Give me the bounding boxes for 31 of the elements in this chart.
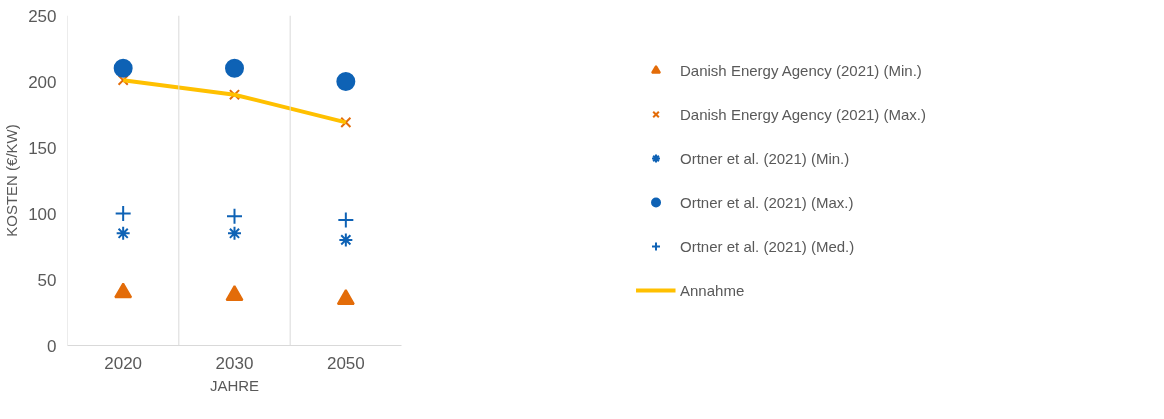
point: [225, 285, 244, 301]
point: [227, 225, 242, 241]
x-tick-label: 2030: [215, 353, 254, 373]
point: [114, 205, 132, 222]
point: [336, 72, 356, 91]
y-tick-label: 100: [28, 204, 57, 224]
y-tick-label: 50: [37, 270, 57, 290]
y-tick-label: 200: [28, 72, 57, 92]
x-axis-title: JAHRE: [209, 376, 260, 394]
point: [226, 207, 243, 225]
point: [338, 232, 354, 248]
x-tick-label: 2050: [326, 353, 365, 373]
point: [337, 211, 355, 229]
point: [114, 282, 133, 299]
y-tick-label: 250: [28, 6, 57, 26]
point: [340, 116, 352, 129]
y-tick-label: 150: [28, 138, 57, 158]
legend-label: Annahme: [680, 280, 745, 301]
y-axis-title: KOSTEN (€/KW): [3, 124, 21, 237]
y-tick-label: 0: [47, 336, 57, 356]
legend-label: Ortner et al. (2021) (Min.): [680, 148, 850, 169]
legend-label: Danish Energy Agency (2021) (Min.): [680, 60, 922, 81]
legend-label: Ortner et al. (2021) (Med.): [680, 236, 855, 257]
point: [336, 289, 355, 305]
legend-label: Ortner et al. (2021) (Max.): [680, 192, 854, 213]
x-tick-label: 2020: [104, 353, 143, 373]
point: [228, 89, 241, 101]
point: [113, 58, 133, 78]
point: [225, 58, 244, 78]
legend-label: Danish Energy Agency (2021) (Max.): [680, 104, 926, 125]
point: [115, 225, 131, 241]
